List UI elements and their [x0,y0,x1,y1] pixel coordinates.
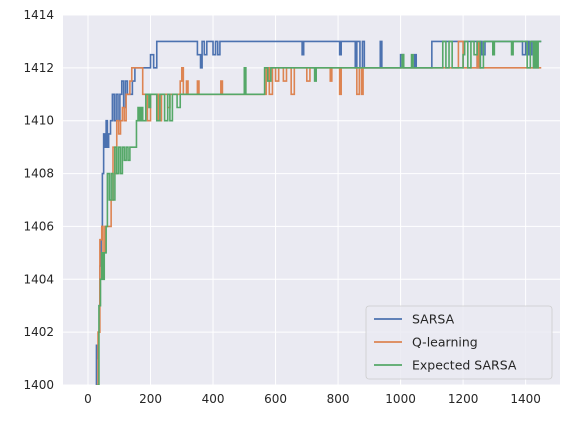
x-tick-label: 200 [139,392,162,406]
y-axis-ticks: 1400 1402 1404 1406 1408 1410 1412 1414 [23,8,54,392]
y-tick-label: 1408 [23,167,54,181]
x-tick-label: 400 [202,392,225,406]
x-tick-label: 1200 [448,392,479,406]
y-tick-label: 1400 [23,378,54,392]
series-line-expected-sarsa [97,40,542,385]
y-tick-label: 1404 [23,272,54,286]
x-tick-label: 1400 [510,392,541,406]
legend-box [365,305,553,380]
x-tick-label: 0 [84,392,92,406]
x-tick-label: 1000 [385,392,416,406]
series-line-sarsa [95,40,542,385]
x-tick-label: 600 [264,392,287,406]
y-tick-label: 1412 [23,61,54,75]
y-tick-label: 1406 [23,219,54,233]
legend: SARSA Q-learning Expected SARSA [365,305,553,380]
x-axis-ticks: 0 200 400 600 800 1000 1200 1400 [84,392,541,406]
series-group [95,40,542,385]
legend-label: Expected SARSA [412,358,517,373]
y-tick-label: 1410 [23,114,54,128]
y-tick-label: 1402 [23,325,54,339]
legend-label: SARSA [412,312,455,327]
legend-label: Q-learning [412,335,478,350]
y-tick-label: 1414 [23,8,54,22]
x-tick-label: 800 [327,392,350,406]
